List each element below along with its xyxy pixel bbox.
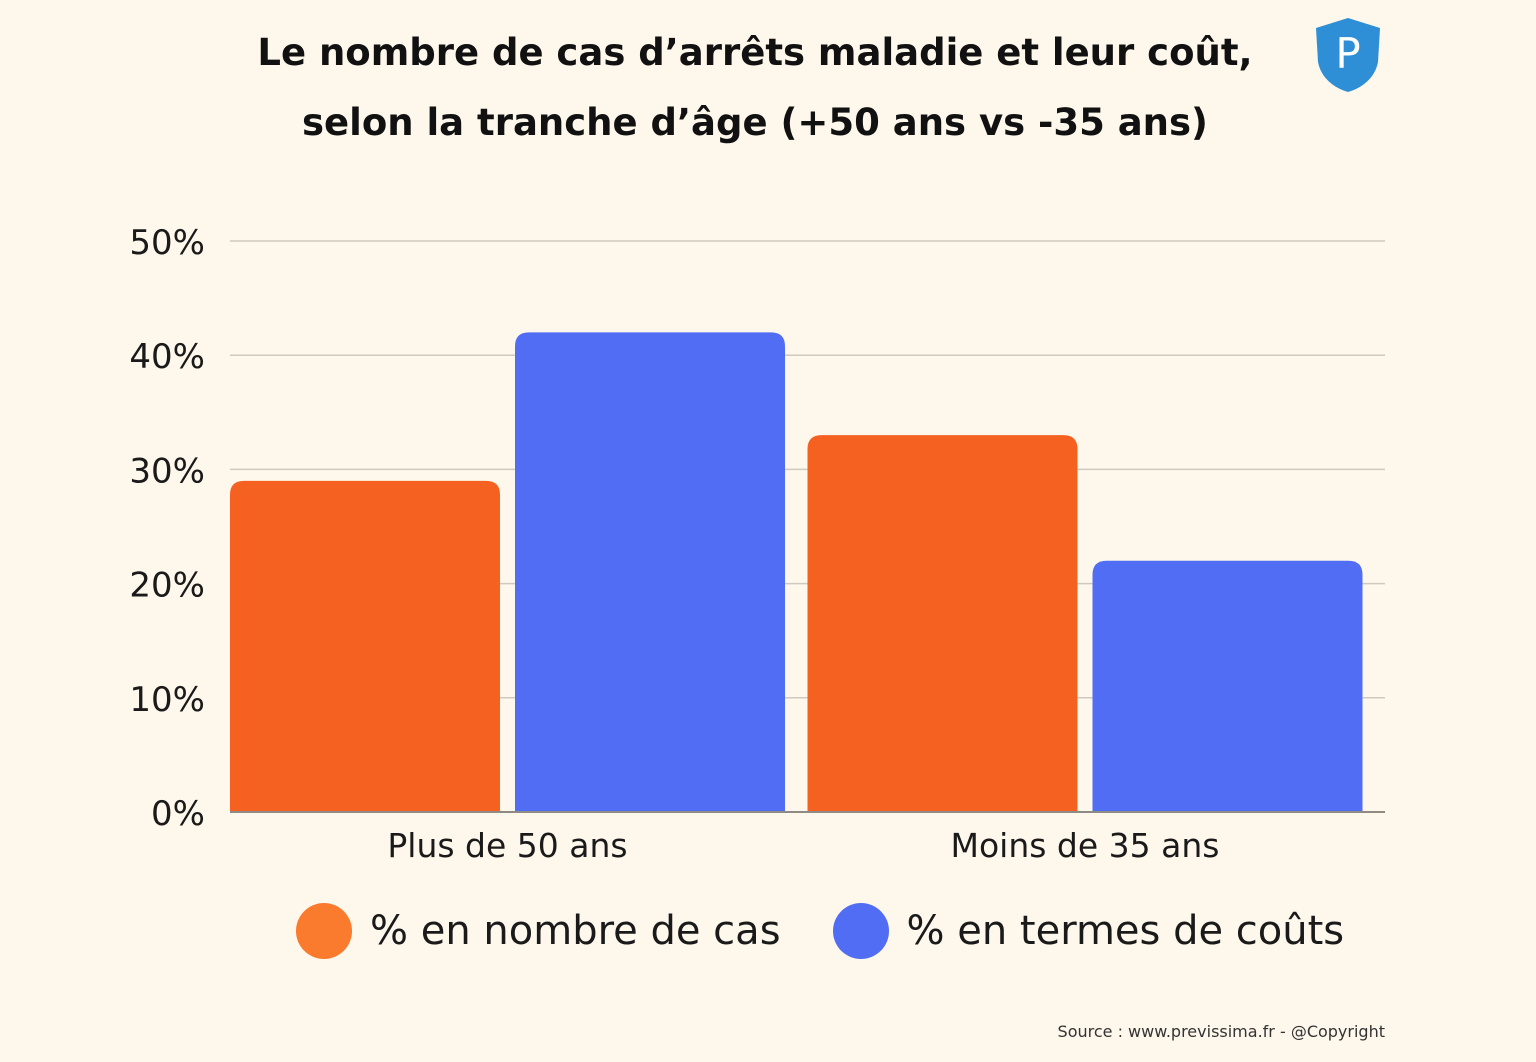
chart-legend: % en nombre de cas % en termes de coûts — [296, 900, 1396, 962]
y-tick-label: 40% — [129, 337, 205, 377]
legend-label-costs: % en termes de coûts — [906, 908, 1345, 954]
x-category-label: Plus de 50 ans — [387, 826, 627, 865]
y-tick-label: 30% — [129, 451, 205, 491]
legend-item-costs: % en termes de coûts — [832, 903, 1345, 959]
legend-item-cases: % en nombre de cas — [296, 903, 781, 959]
bar-cases — [807, 435, 1078, 812]
legend-label-cases: % en nombre de cas — [370, 908, 781, 954]
title-line-1: Le nombre de cas d’arrêts maladie et leu… — [257, 31, 1253, 74]
x-category-label: Moins de 35 ans — [951, 826, 1220, 865]
bar-cases — [230, 480, 500, 812]
bar-costs — [1092, 560, 1363, 812]
y-tick-label: 10% — [129, 680, 205, 720]
y-tick-label: 0% — [151, 794, 205, 834]
legend-swatch-cases — [296, 903, 352, 959]
shield-p-logo-icon: P — [1316, 18, 1380, 92]
y-tick-label: 50% — [129, 223, 205, 263]
legend-swatch-costs — [832, 903, 889, 959]
y-tick-label: 20% — [129, 566, 205, 606]
title-line-2: selon la tranche d’âge (+50 ans vs -35 a… — [302, 101, 1208, 144]
source-note: Source : www.previssima.fr - @Copyright — [1057, 1022, 1385, 1041]
svg-text:P: P — [1335, 29, 1360, 78]
bar-costs — [515, 332, 785, 812]
chart-title: Le nombre de cas d’arrêts maladie et leu… — [200, 18, 1310, 158]
